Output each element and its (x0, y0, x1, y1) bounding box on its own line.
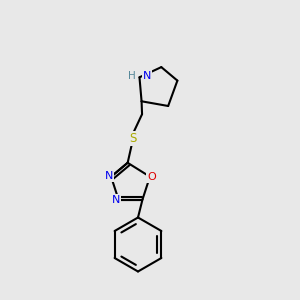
Text: S: S (129, 132, 137, 145)
Text: N: N (104, 171, 113, 181)
Text: N: N (142, 71, 151, 81)
Text: N: N (112, 195, 120, 205)
Text: O: O (147, 172, 156, 182)
Text: H: H (128, 71, 136, 81)
